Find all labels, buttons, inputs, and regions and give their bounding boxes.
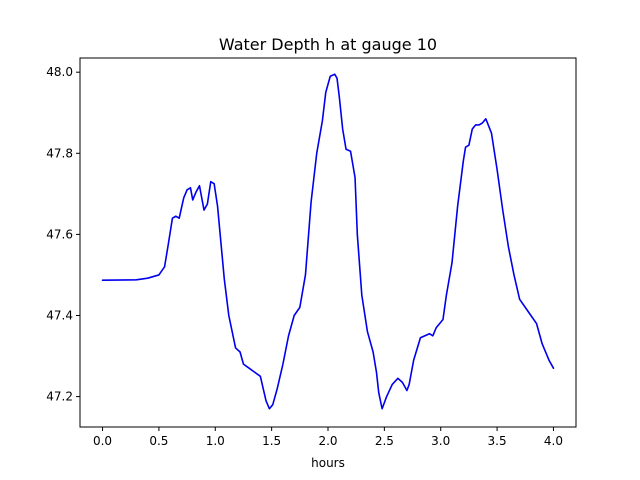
y-tick-label: 47.8 xyxy=(46,146,73,160)
x-tick-label: 2.5 xyxy=(375,434,394,448)
x-tick-label: 3.0 xyxy=(431,434,450,448)
x-tick-label: 2.0 xyxy=(318,434,337,448)
y-axis: 47.2 47.4 47.6 47.8 48.0 xyxy=(46,65,80,404)
plot-area xyxy=(101,73,555,410)
y-tick-label: 47.6 xyxy=(46,227,73,241)
x-tick-label: 4.0 xyxy=(544,434,563,448)
y-tick-label: 47.2 xyxy=(46,390,73,404)
x-tick-label: 1.5 xyxy=(262,434,281,448)
series-line-0 xyxy=(101,73,555,410)
x-axis: 0.0 0.5 1.0 1.5 2.0 2.5 3.0 3.5 4.0 xyxy=(93,427,563,448)
x-tick-label: 3.5 xyxy=(488,434,507,448)
y-tick-label: 48.0 xyxy=(46,65,73,79)
x-tick-label: 1.0 xyxy=(206,434,225,448)
x-tick-label: 0.0 xyxy=(93,434,112,448)
chart-title: Water Depth h at gauge 10 xyxy=(219,35,437,54)
y-tick-label: 47.4 xyxy=(46,308,73,322)
x-axis-label: hours xyxy=(311,456,345,470)
x-tick-label: 0.5 xyxy=(149,434,168,448)
